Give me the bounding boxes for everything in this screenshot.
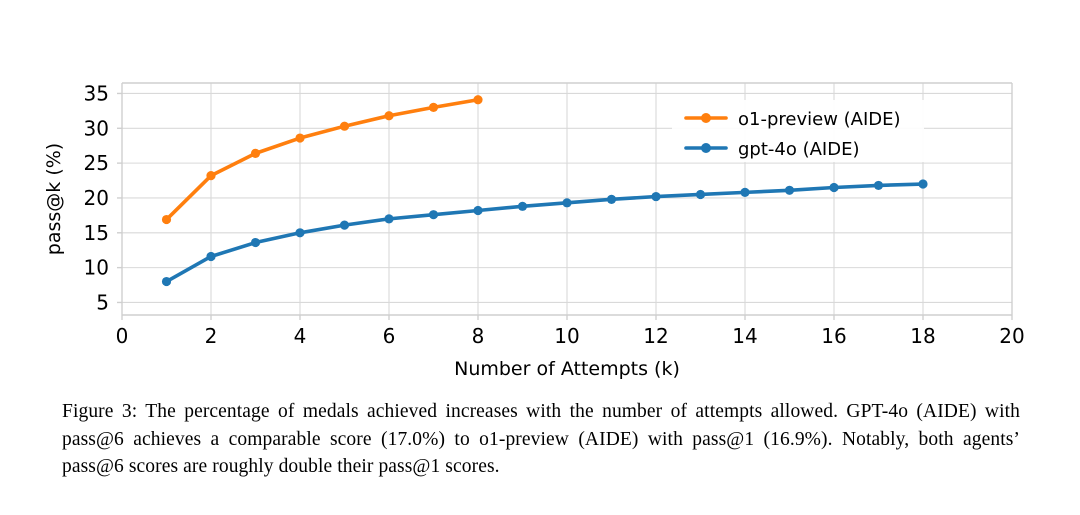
legend-swatch-marker (701, 113, 711, 123)
data-point (428, 210, 439, 220)
x-tick-label: 20 (999, 324, 1024, 348)
y-axis-title: pass@k (%) (43, 143, 65, 255)
data-point (295, 228, 305, 238)
legend-label[interactable]: gpt-4o (AIDE) (738, 139, 860, 160)
data-point (339, 220, 350, 230)
data-point (829, 182, 839, 193)
y-tick-label: 10 (84, 256, 109, 280)
figure-caption: Figure 3: The percentage of medals achie… (62, 401, 1020, 477)
legend-background (672, 100, 924, 162)
data-point (517, 201, 528, 211)
x-tick-label: 14 (732, 324, 757, 348)
data-point (651, 191, 661, 202)
data-point (295, 133, 305, 143)
x-tick-label: 2 (205, 324, 218, 348)
x-tick-label: 18 (910, 324, 935, 348)
data-point (250, 148, 261, 158)
data-point (384, 214, 394, 224)
x-tick-label: 0 (116, 324, 129, 348)
series-line (164, 97, 480, 222)
passk-line-chart: 5 10 15 20 25 30 35 0 2 4 6 8 10 12 14 16 18 20 o1-previ… (0, 8, 1080, 380)
x-axis-title: Number of Attempts (k) (454, 358, 680, 380)
data-point (339, 121, 350, 131)
data-point (206, 251, 216, 262)
data-point (250, 237, 261, 248)
y-tick-label: 30 (84, 116, 109, 140)
data-point (473, 95, 483, 105)
data-point (606, 194, 617, 204)
data-series-layer (161, 95, 928, 287)
data-point (918, 179, 928, 189)
data-point (473, 205, 483, 216)
y-tick-label: 25 (84, 151, 109, 175)
chart-legend[interactable]: o1-preview (AIDE) gpt-4o (AIDE) (672, 100, 924, 162)
series-2 (161, 179, 928, 287)
x-tick-label: 12 (643, 324, 668, 348)
data-point (428, 102, 439, 112)
legend-label[interactable]: o1-preview (AIDE) (738, 109, 901, 130)
data-point (206, 171, 216, 181)
y-tick-labels: 5 10 15 20 25 30 35 (84, 81, 109, 314)
data-point (784, 185, 795, 195)
y-tick-label: 5 (96, 290, 109, 314)
series-1 (161, 95, 483, 225)
x-tick-labels: 0 2 4 6 8 10 12 14 16 18 20 (116, 324, 1025, 348)
data-point (740, 187, 750, 197)
data-point (562, 198, 572, 208)
series-line (164, 182, 925, 284)
y-tick-label: 20 (84, 186, 109, 210)
y-tick-label: 15 (84, 221, 109, 245)
x-tick-label: 10 (554, 324, 579, 348)
data-point (384, 111, 394, 121)
legend-swatch-marker (701, 143, 711, 153)
x-tick-label: 4 (294, 324, 307, 348)
data-point (873, 180, 884, 191)
chart-svg: 5 10 15 20 25 30 35 0 2 4 6 8 10 12 14 16 18 20 o1-previ… (43, 81, 1025, 380)
data-point (695, 189, 706, 200)
x-tick-label: 6 (383, 324, 396, 348)
y-tick-label: 35 (84, 81, 109, 105)
axis-tickmarks (117, 92, 1013, 320)
data-point (161, 276, 172, 287)
x-tick-label: 16 (821, 324, 846, 348)
x-tick-label: 8 (472, 324, 485, 348)
data-point (161, 214, 172, 225)
